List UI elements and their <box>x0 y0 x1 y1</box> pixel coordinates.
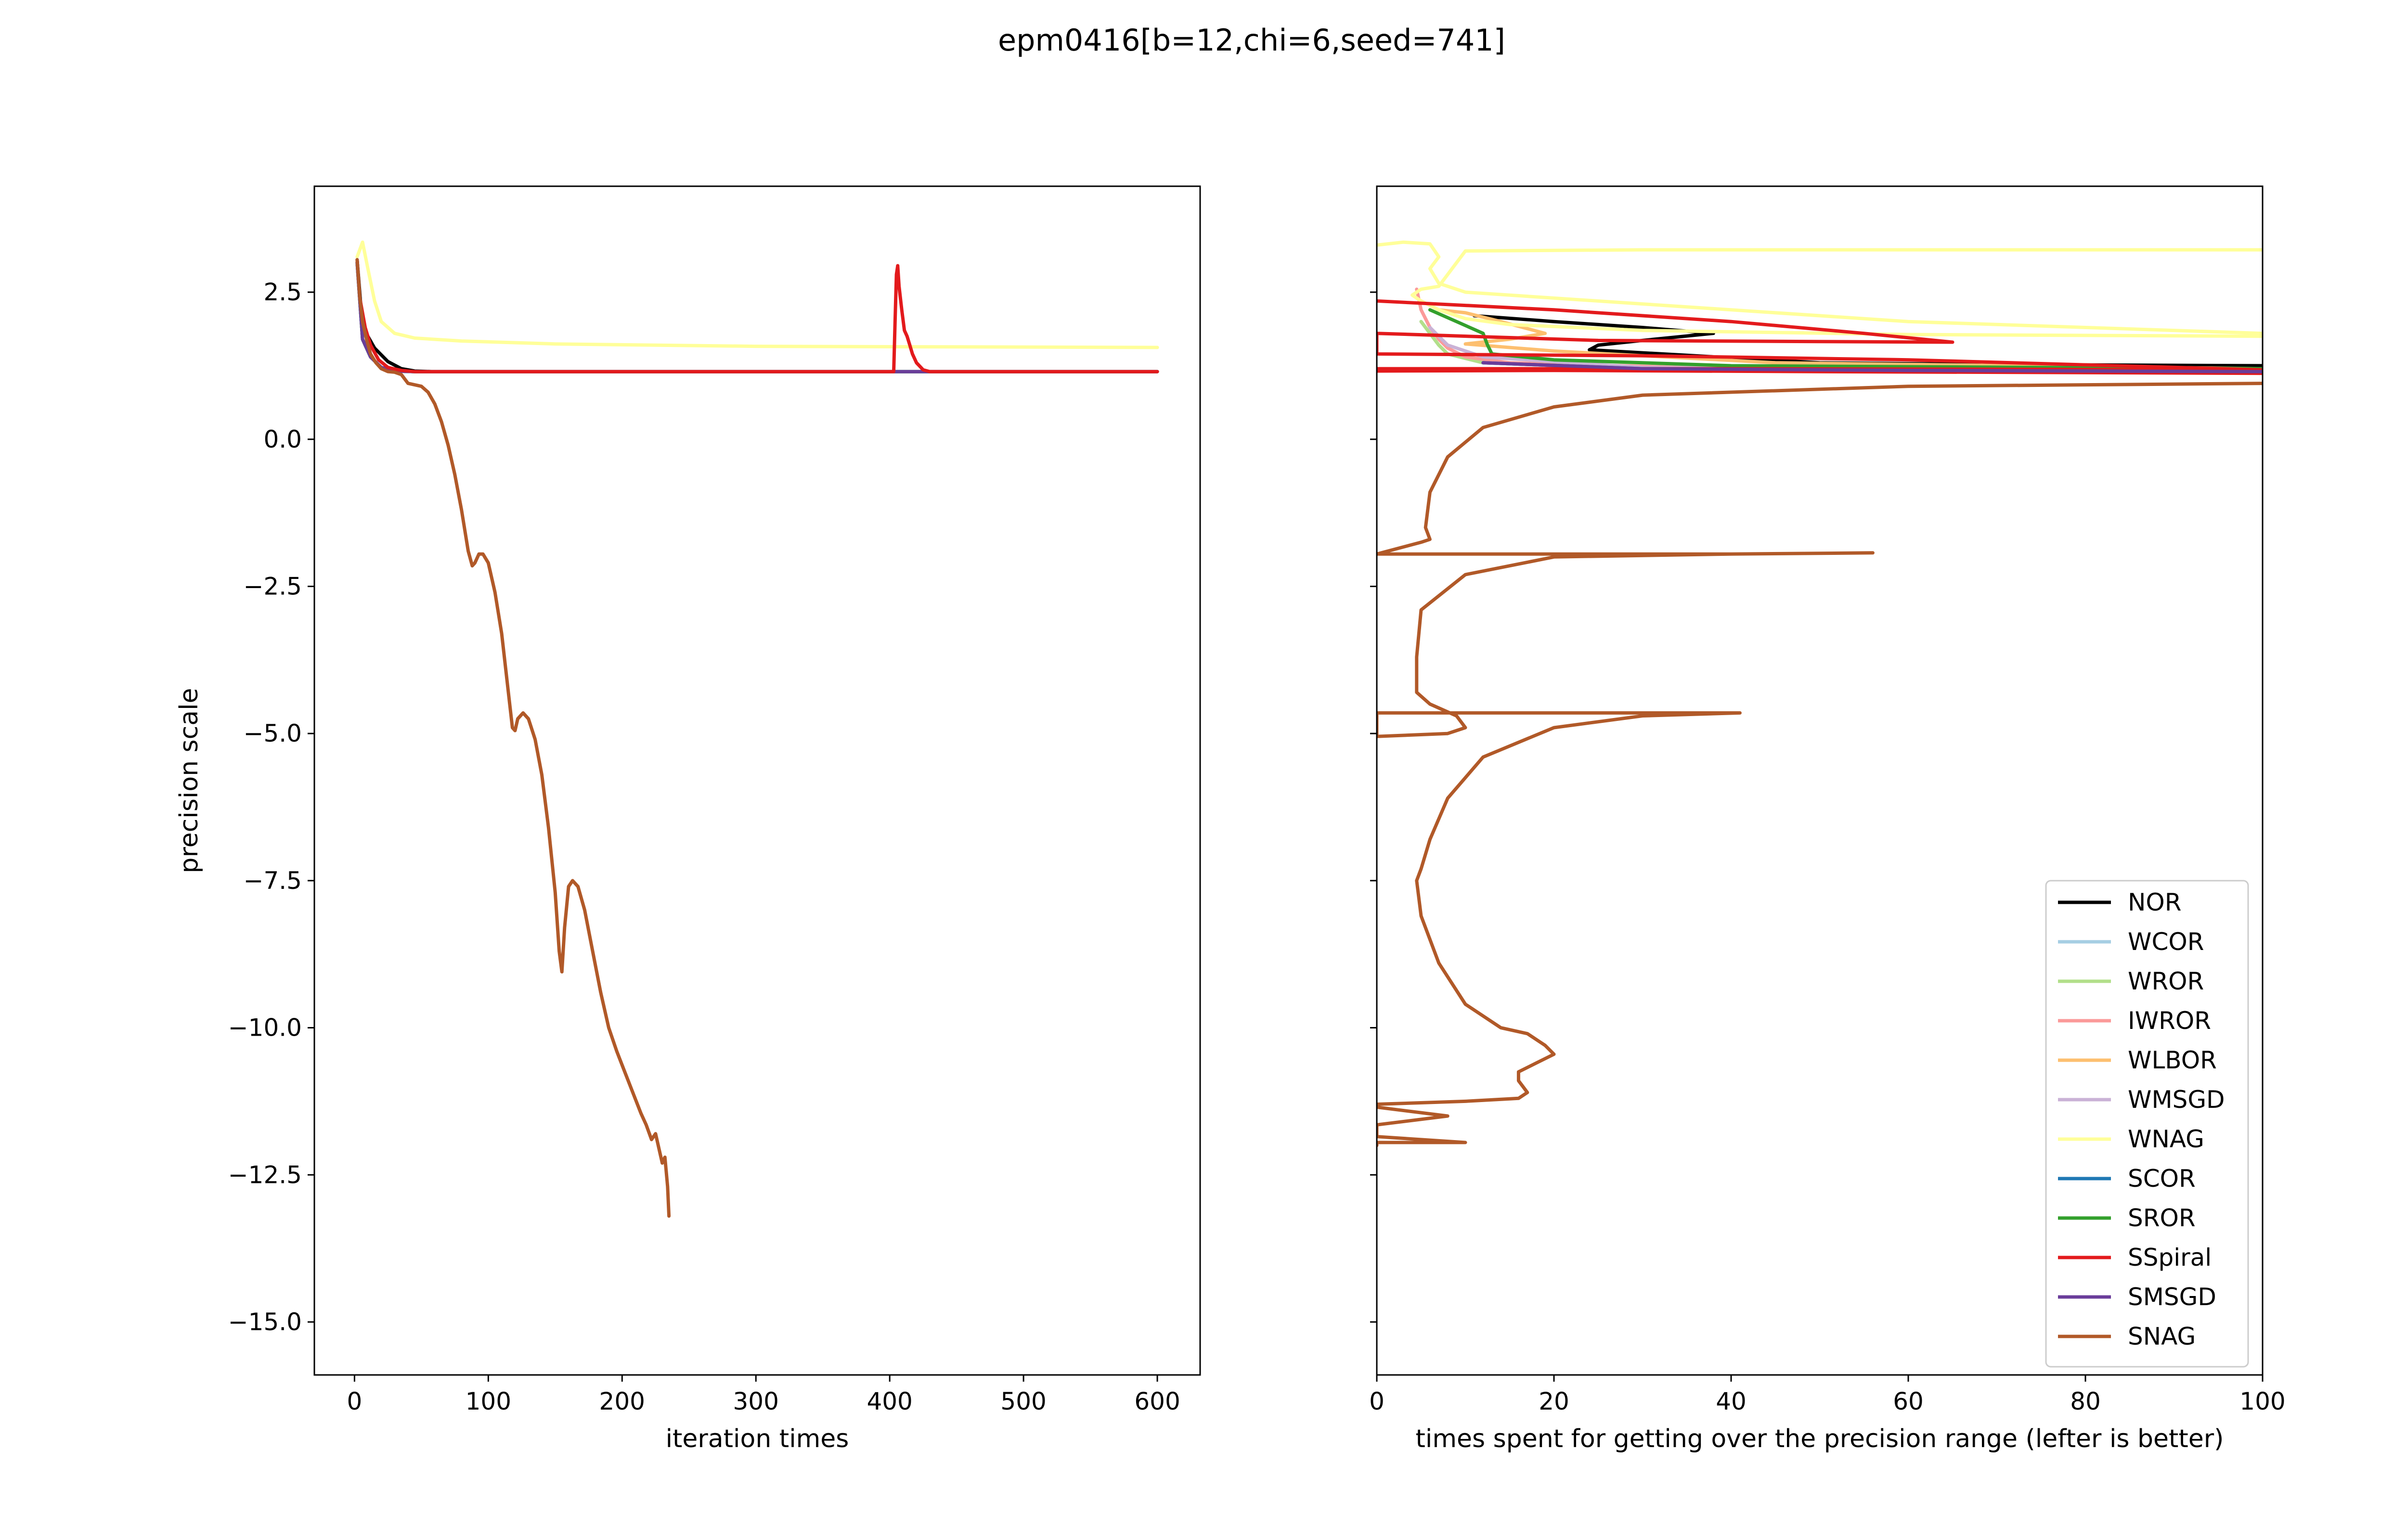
legend-label-scor: SCOR <box>2128 1165 2196 1193</box>
legend-label-nor: NOR <box>2128 888 2182 916</box>
y-tick-label: −2.5 <box>244 572 302 600</box>
legend-label-sspiral: SSpiral <box>2128 1244 2212 1271</box>
y-tick-label: 2.5 <box>263 278 302 306</box>
x-tick-label: 200 <box>599 1387 645 1415</box>
series-line-wnag <box>1377 240 2263 338</box>
figure-title: epm0416[b=12,chi=6,seed=741] <box>998 23 1505 58</box>
legend-label-smsgd: SMSGD <box>2128 1283 2216 1311</box>
series-line-snag <box>1377 382 2263 1147</box>
x-tick-label: 40 <box>1716 1387 1747 1415</box>
x-tick-label: 500 <box>1000 1387 1046 1415</box>
x-tick-label: 0 <box>1369 1387 1385 1415</box>
legend-label-sror: SROR <box>2128 1204 2196 1232</box>
axes-frame <box>1376 185 2264 1376</box>
series-line-sspiral <box>1377 299 2263 375</box>
y-tick-label: −15.0 <box>228 1308 302 1336</box>
y-tick-label: −10.0 <box>228 1014 302 1042</box>
y-axis-label: precision scale <box>175 688 204 873</box>
plot-area <box>1377 240 2263 1147</box>
legend-label-iwror: IWROR <box>2128 1007 2211 1035</box>
x-tick-label: 600 <box>1134 1387 1180 1415</box>
x-axis-label: times spent for getting over the precisi… <box>1416 1424 2224 1453</box>
plot-area <box>355 240 1159 1218</box>
y-tick-label: −7.5 <box>244 867 302 895</box>
x-tick-label: 0 <box>347 1387 362 1415</box>
x-tick-label: 80 <box>2070 1387 2101 1415</box>
series-line-sspiral <box>355 258 1159 373</box>
legend-label-wcor: WCOR <box>2128 928 2204 956</box>
legend-box <box>2045 880 2249 1368</box>
legend-label-wlbor: WLBOR <box>2128 1046 2217 1074</box>
x-tick-label: 100 <box>2239 1387 2285 1415</box>
legend: NOR WCOR WROR IWROR WLBOR WMSGD WNAG SCOR SROR SS… <box>2045 880 2249 1368</box>
x-tick-label: 60 <box>1893 1387 1924 1415</box>
x-tick-label: 20 <box>1539 1387 1569 1415</box>
series-line-sror <box>1428 308 2263 371</box>
legend-label-wnag: WNAG <box>2128 1125 2204 1153</box>
y-tick-label: 0.0 <box>263 425 302 453</box>
x-tick-label: 400 <box>867 1387 912 1415</box>
panel-left: 0 100 200 300 400 500 600 2.5 0.0 −2.5 −5.0 −7.5 −10… <box>175 185 1201 1453</box>
x-tick-label: 100 <box>466 1387 511 1415</box>
legend-label-wmsgd: WMSGD <box>2128 1086 2225 1114</box>
series-line-smsgd <box>1481 361 2263 373</box>
x-axis-label: iteration times <box>666 1424 849 1453</box>
y-tick-label: −12.5 <box>228 1161 302 1189</box>
legend-label-wror: WROR <box>2128 967 2204 995</box>
series-line-wnag <box>355 240 1159 349</box>
series-line-snag <box>355 258 671 1218</box>
axes-frame <box>313 185 1201 1376</box>
legend-label-snag: SNAG <box>2128 1322 2196 1350</box>
x-tick-label: 300 <box>733 1387 779 1415</box>
y-tick-label: −5.0 <box>244 719 302 747</box>
panel-right: 0 20 40 60 80 100 times spent for getting over… <box>1369 185 2286 1453</box>
